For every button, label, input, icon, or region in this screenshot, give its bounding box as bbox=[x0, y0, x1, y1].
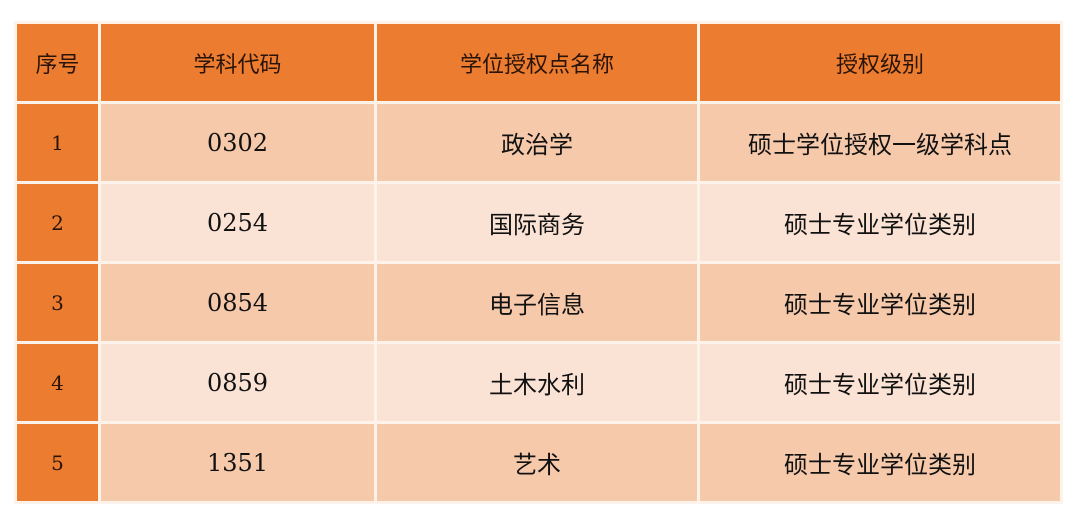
cell-code: 1351 bbox=[98, 421, 377, 504]
cell-level: 硕士专业学位类别 bbox=[697, 261, 1063, 344]
cell-index: 2 bbox=[14, 181, 101, 264]
cell-name: 政治学 bbox=[374, 101, 700, 184]
header-index: 序号 bbox=[14, 21, 101, 104]
cell-index: 3 bbox=[14, 261, 101, 344]
cell-name: 电子信息 bbox=[374, 261, 700, 344]
cell-code: 0302 bbox=[98, 101, 377, 184]
cell-level: 硕士专业学位类别 bbox=[697, 341, 1063, 424]
header-code: 学科代码 bbox=[98, 21, 377, 104]
cell-index: 5 bbox=[14, 421, 101, 504]
header-name: 学位授权点名称 bbox=[374, 21, 700, 104]
table-row: 2 0254 国际商务 硕士专业学位类别 bbox=[14, 181, 1063, 264]
table-row: 1 0302 政治学 硕士学位授权一级学科点 bbox=[14, 101, 1063, 184]
degree-authorization-table: 序号 学科代码 学位授权点名称 授权级别 1 0302 政治学 硕士学位授权一级学科点… bbox=[14, 21, 1063, 504]
cell-code: 0859 bbox=[98, 341, 377, 424]
cell-level: 硕士学位授权一级学科点 bbox=[697, 101, 1063, 184]
table-row: 4 0859 土木水利 硕士专业学位类别 bbox=[14, 341, 1063, 424]
cell-index: 1 bbox=[14, 101, 101, 184]
header-row: 序号 学科代码 学位授权点名称 授权级别 bbox=[14, 21, 1063, 104]
cell-index: 4 bbox=[14, 341, 101, 424]
cell-code: 0254 bbox=[98, 181, 377, 264]
cell-name: 国际商务 bbox=[374, 181, 700, 264]
cell-name: 土木水利 bbox=[374, 341, 700, 424]
cell-name: 艺术 bbox=[374, 421, 700, 504]
table-row: 3 0854 电子信息 硕士专业学位类别 bbox=[14, 261, 1063, 344]
cell-level: 硕士专业学位类别 bbox=[697, 421, 1063, 504]
cell-level: 硕士专业学位类别 bbox=[697, 181, 1063, 264]
table-row: 5 1351 艺术 硕士专业学位类别 bbox=[14, 421, 1063, 504]
cell-code: 0854 bbox=[98, 261, 377, 344]
header-level: 授权级别 bbox=[697, 21, 1063, 104]
